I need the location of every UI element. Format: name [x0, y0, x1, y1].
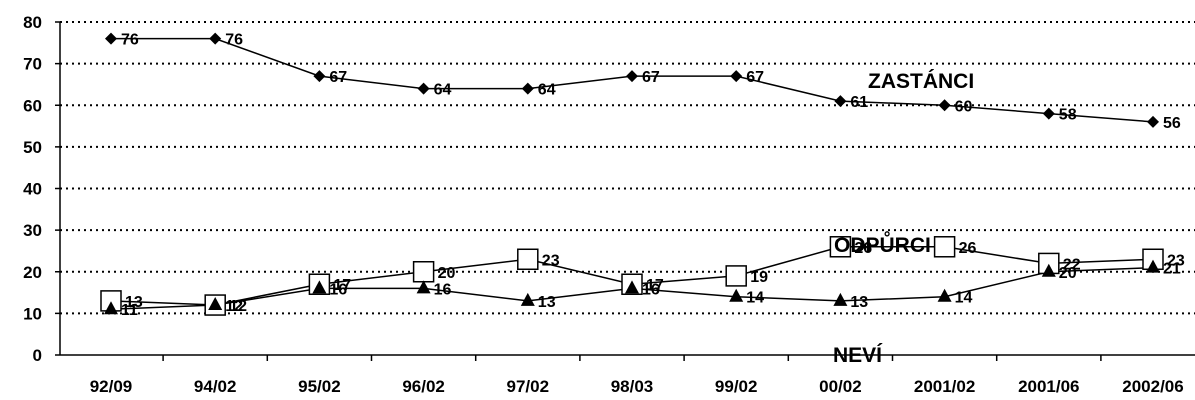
- data-point-diamond: [1042, 107, 1055, 120]
- data-label: 22: [1063, 256, 1081, 273]
- x-tick-label: 92/09: [90, 377, 133, 396]
- x-tick-label: 98/03: [611, 377, 654, 396]
- data-point-diamond: [626, 70, 638, 83]
- data-point-triangle: [416, 280, 431, 294]
- data-point-square: [412, 261, 435, 283]
- y-tick-labels: 0 10 20 30 40 50 60 70 80: [23, 13, 42, 365]
- data-label: 13: [538, 294, 556, 311]
- series-markers: [100, 32, 1164, 316]
- data-point-diamond: [105, 32, 117, 45]
- data-point-triangle: [520, 292, 535, 306]
- x-tick-label: 2001/06: [1018, 377, 1079, 396]
- y-tick-label: 10: [23, 304, 42, 323]
- data-label: 21: [1163, 261, 1181, 278]
- y-tick-label: 0: [33, 346, 42, 365]
- data-point-triangle: [312, 280, 327, 294]
- data-point-square: [725, 265, 747, 287]
- data-label: 56: [1163, 115, 1181, 132]
- data-label: 58: [1059, 107, 1077, 124]
- data-label: 16: [434, 281, 452, 298]
- data-label: 67: [329, 69, 347, 86]
- data-point-diamond: [1147, 115, 1159, 128]
- data-point-triangle: [1146, 259, 1160, 273]
- data-label: 26: [854, 240, 872, 257]
- data-point-diamond: [313, 70, 326, 83]
- x-tick-label: 95/02: [298, 377, 341, 396]
- data-point-square: [829, 236, 852, 258]
- x-tick-label: 94/02: [194, 377, 237, 396]
- data-point-diamond: [521, 82, 534, 95]
- data-label: 23: [1167, 252, 1185, 269]
- data-label: 26: [959, 240, 977, 257]
- data-point-diamond: [730, 70, 743, 83]
- data-point-triangle: [833, 292, 848, 306]
- y-tick-label: 60: [23, 96, 42, 115]
- data-point-diamond: [209, 32, 222, 45]
- data-label: 16: [642, 281, 660, 298]
- data-point-triangle: [729, 288, 744, 302]
- x-tick-label: 97/02: [507, 377, 550, 396]
- data-point-diamond: [938, 99, 951, 112]
- data-label: 20: [438, 265, 456, 282]
- y-tick-label: 70: [23, 55, 42, 74]
- data-label: 13: [850, 294, 868, 311]
- y-tick-label: 20: [23, 263, 42, 282]
- x-tick-labels: 92/09 94/02 95/02 96/02 97/02 98/03 99/02 00/02…: [90, 377, 1184, 396]
- data-label: 76: [225, 32, 243, 49]
- data-labels: 76 76 67 64 64 67 67 61 60 58 56 13 12 17 20 23 17 19 26 26…: [121, 32, 1185, 320]
- data-label: 67: [642, 69, 660, 86]
- data-point-square: [933, 236, 956, 258]
- data-label: 60: [955, 98, 973, 115]
- data-point-triangle: [208, 297, 223, 311]
- data-label: 20: [1059, 265, 1077, 282]
- data-point-diamond: [834, 95, 847, 108]
- grid-lines: [60, 21, 1195, 315]
- data-label: 19: [750, 269, 768, 286]
- data-label: 13: [125, 294, 143, 311]
- series-label-zastanci: ZASTÁNCI: [868, 70, 974, 93]
- data-label: 12: [225, 298, 243, 315]
- data-label: 23: [542, 252, 560, 269]
- y-tick-label: 50: [23, 138, 42, 157]
- x-tick-label: 2001/02: [914, 377, 975, 396]
- data-label: 64: [538, 82, 556, 99]
- data-point-diamond: [417, 82, 430, 95]
- x-tick-label: 2002/06: [1122, 377, 1183, 396]
- y-tick-label: 80: [23, 13, 42, 32]
- series-label-nevi: NEVÍ: [833, 344, 883, 367]
- axes: [55, 21, 1195, 361]
- data-label: 64: [434, 82, 452, 99]
- data-label: 11: [121, 302, 138, 319]
- data-label: 16: [329, 281, 347, 298]
- x-tick-label: 99/02: [715, 377, 758, 396]
- data-label: 14: [955, 290, 973, 307]
- data-point-triangle: [937, 288, 952, 302]
- data-point-triangle: [625, 280, 639, 294]
- data-point-triangle: [1041, 263, 1056, 277]
- data-point-triangle: [104, 301, 118, 315]
- y-tick-label: 40: [23, 180, 42, 199]
- x-tick-label: 00/02: [819, 377, 862, 396]
- data-label: 67: [746, 69, 764, 86]
- data-label: 14: [746, 290, 764, 307]
- y-tick-label: 30: [23, 221, 42, 240]
- data-label: 17: [333, 277, 351, 294]
- series-label-odpurci: ODPŮRCI: [834, 231, 931, 257]
- data-label: 76: [121, 32, 139, 49]
- data-point-square: [517, 248, 539, 271]
- data-label: 17: [646, 277, 664, 294]
- x-tick-label: 96/02: [402, 377, 445, 396]
- data-label: 12: [229, 298, 247, 315]
- data-label: 61: [850, 94, 868, 111]
